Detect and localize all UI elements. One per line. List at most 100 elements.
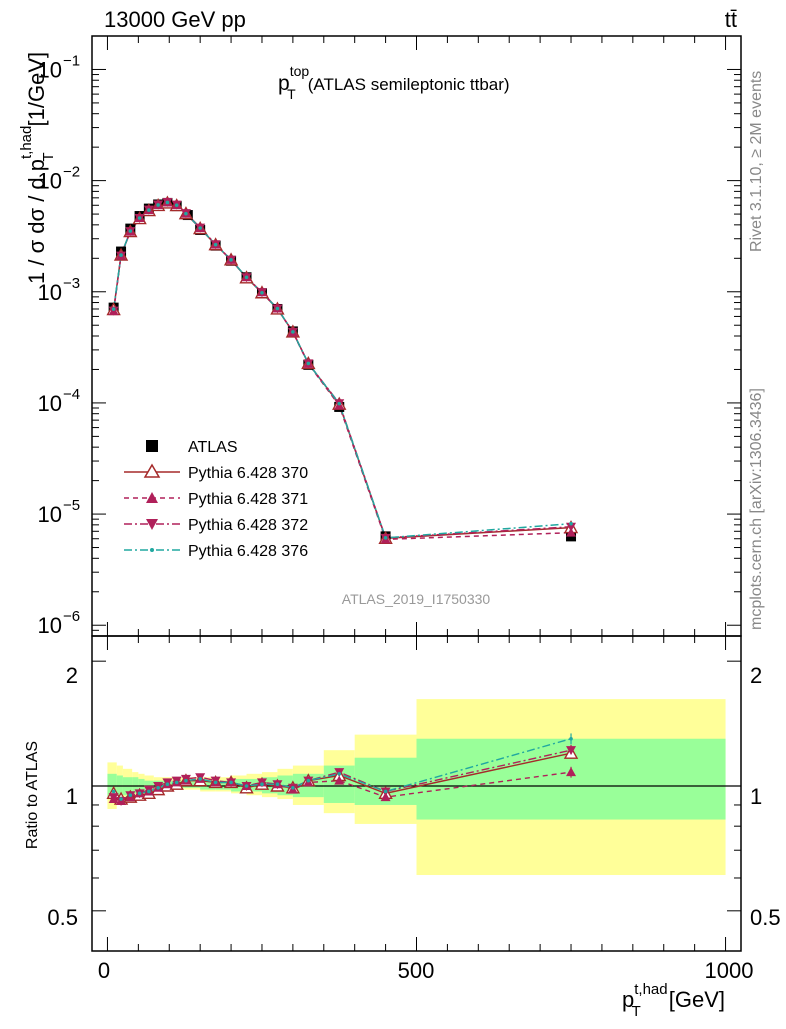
legend-entry-376: Pythia 6.428 376 (124, 543, 308, 560)
top-ytick-label: 10 (38, 613, 62, 638)
top-ytick-exponent: −3 (63, 275, 80, 292)
ratio-series-line-3 (113, 749, 572, 802)
ratio-ytick-right-2: 2 (750, 663, 762, 688)
ratio-series-marker-2 (334, 775, 345, 785)
top-ytick-exponent: −6 (63, 608, 80, 625)
ratio-series-marker-4 (184, 778, 188, 783)
ratio-ytick-left-1: 1 (66, 784, 78, 809)
top-series-marker-4 (260, 290, 264, 295)
ratio-ylabel: Ratio to ATLAS (24, 741, 41, 849)
main-distribution-panel: 10−110−210−310−410−510−6 (38, 35, 742, 638)
energy-label: 13000 GeV pp (104, 7, 246, 32)
legend-marker-370 (143, 463, 161, 478)
legend-label-372: Pythia 6.428 372 (188, 517, 308, 534)
legend-entry-372: Pythia 6.428 372 (124, 517, 308, 534)
rivet-label: Rivet 3.1.10, ≥ 2M events (748, 71, 765, 252)
ratio-series-marker-4 (569, 736, 573, 741)
top-series-marker-4 (198, 226, 202, 230)
top-series-marker-4 (244, 275, 249, 280)
top-series-marker-4 (275, 306, 280, 311)
top-series-marker-4 (569, 521, 573, 526)
ratio-band-stat (132, 777, 139, 794)
ratio-series-marker-4 (128, 793, 133, 798)
legend-entry-370: Pythia 6.428 370 (124, 463, 308, 482)
process-label: tt̄ (725, 7, 737, 32)
top-ytick-label: 10 (38, 169, 62, 194)
ratio-series-marker-4 (306, 778, 311, 783)
top-series-marker-4 (128, 229, 133, 233)
legend-label-371: Pythia 6.428 371 (188, 491, 308, 508)
ratio-series-marker-4 (383, 789, 388, 794)
ratio-series-marker-4 (229, 780, 233, 785)
top-series-line-4 (112, 201, 572, 539)
top-series-marker-3 (566, 522, 577, 532)
ratio-band-stat (138, 778, 145, 792)
legend-entry-371: Pythia 6.428 371 (124, 491, 308, 508)
ratio-series-marker-4 (147, 789, 151, 794)
ratio-series-marker-2 (566, 767, 577, 777)
top-series-marker-4 (213, 242, 218, 247)
analysis-watermark: ATLAS_2019_I1750330 (342, 591, 491, 607)
ratio-band-stat (184, 780, 201, 788)
top-ytick-label: 10 (38, 280, 62, 305)
ratio-ytick-right-05: 0.5 (750, 905, 781, 930)
ratio-series-marker-2 (380, 792, 391, 802)
ratio-series-marker-4 (156, 786, 160, 790)
ratio-series-marker-4 (244, 784, 249, 788)
top-series-marker-2 (566, 527, 577, 537)
top-ytick-exponent: −5 (63, 497, 80, 514)
legend-marker-371 (146, 492, 158, 503)
legend-label-370: Pythia 6.428 370 (188, 465, 308, 482)
top-series-marker-3 (108, 306, 119, 316)
top-ytick-label: 10 (38, 391, 62, 416)
legend-entry-atlas: ATLAS (146, 439, 238, 456)
ratio-panel (91, 635, 742, 952)
top-ytick-exponent: −1 (63, 52, 80, 69)
xtick-0: 0 (98, 958, 110, 983)
x-axis-label: pt,had T [GeV] (622, 981, 725, 1020)
top-series-marker-4 (337, 401, 342, 406)
ratio-series-marker-4 (111, 789, 116, 794)
ratio-series-marker-4 (137, 791, 142, 796)
ratio-ytick-right-1: 1 (750, 784, 762, 809)
top-ytick-exponent: −2 (63, 164, 80, 181)
top-ylabel: 1 / σ dσ / d pt,had T[1/GeV] (18, 52, 57, 284)
top-series-marker-4 (184, 211, 188, 216)
ratio-series-marker-4 (275, 782, 280, 787)
ratio-band-stat (215, 780, 232, 790)
top-series-marker-4 (137, 216, 142, 220)
ratio-series-marker-4 (260, 782, 264, 787)
ratio-ytick-left-05: 0.5 (47, 905, 78, 930)
ratio-series-marker-4 (291, 786, 295, 790)
top-series-line-2 (112, 201, 572, 541)
xtick-500: 500 (398, 958, 435, 983)
top-series-marker-4 (383, 536, 388, 540)
ratio-series-marker-3 (108, 793, 119, 803)
ratio-series-marker-4 (213, 780, 218, 785)
top-ytick-label: 10 (38, 502, 62, 527)
top-ytick-label: 10 (38, 57, 62, 82)
ratio-series-marker-4 (174, 780, 179, 785)
plot-title: ptop T (ATLAS semileptonic ttbar) (278, 63, 510, 102)
ratio-series-marker-4 (198, 777, 202, 781)
legend-label-376: Pythia 6.428 376 (188, 543, 308, 560)
top-series-marker-4 (291, 330, 295, 334)
ratio-band-stat (200, 780, 216, 790)
xtick-1000: 1000 (705, 958, 754, 983)
top-series-marker-4 (147, 208, 151, 212)
legend-marker-372 (146, 519, 158, 530)
ratio-series-line-4 (113, 738, 572, 800)
top-series-marker-4 (111, 307, 116, 311)
legend-marker-atlas (146, 440, 158, 452)
top-series-line-3 (112, 201, 572, 539)
top-series-marker-4 (174, 203, 179, 207)
ratio-series-marker-3 (566, 746, 577, 756)
ratio-series-marker-4 (165, 782, 170, 787)
top-series-line-1 (112, 202, 572, 540)
top-series-marker-4 (165, 200, 170, 205)
ratio-series-marker-4 (119, 797, 123, 801)
top-series-marker-4 (229, 258, 233, 262)
ratio-series-marker-3 (116, 797, 127, 807)
top-ytick-exponent: −4 (63, 386, 80, 403)
